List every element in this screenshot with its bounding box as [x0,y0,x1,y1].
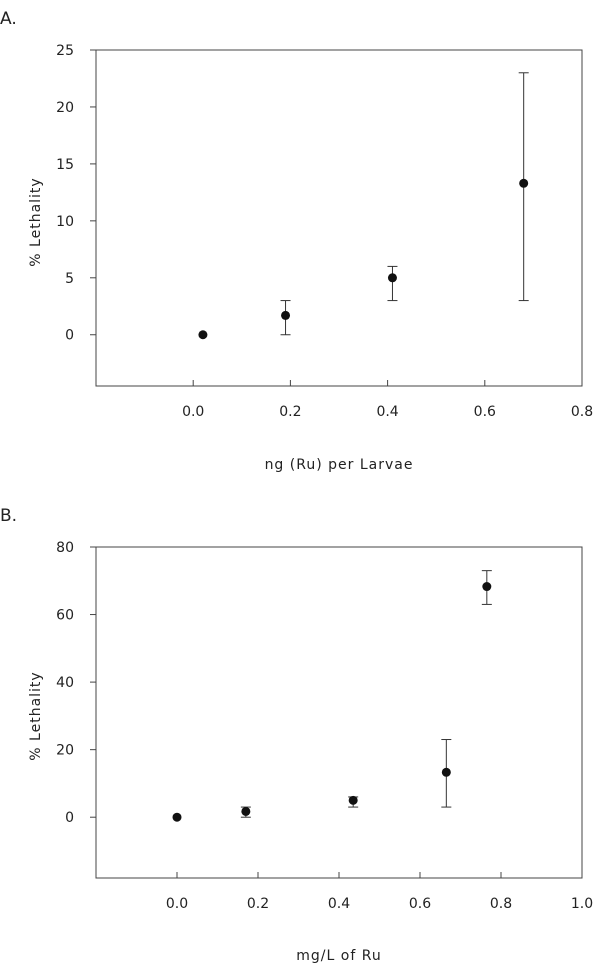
y-axis-title: % Lethality [28,671,44,760]
y-tick-label: 5 [65,271,74,287]
x-tick-label: 0.4 [376,404,398,420]
plot-frame [95,546,583,879]
y-tick-label: 0 [65,810,74,826]
y-tick-label: 40 [56,675,74,691]
data-point [172,812,182,822]
data-point [482,582,492,592]
x-tick-label: 0.8 [571,404,593,420]
x-tick-label: 0.2 [247,896,269,912]
panel-label: A. [0,9,17,29]
data-point [519,178,529,188]
y-axis-title: % Lethality [28,177,44,266]
x-tick-label: 0.0 [166,896,188,912]
y-tick-label: 20 [56,743,74,759]
data-point [441,767,451,777]
x-tick-label: 1.0 [571,896,593,912]
x-tick-label: 0.8 [490,896,512,912]
x-axis-title: ng (Ru) per Larvae [265,457,414,473]
x-tick-label: 0.2 [279,404,301,420]
data-point [281,310,291,320]
y-tick-label: 25 [56,43,74,59]
panel-a: A. ng (Ru) per Larvae % Lethality 0.0 0.2… [0,9,593,473]
y-tick-label: 15 [56,157,74,173]
y-tick-label: 80 [56,540,74,556]
data-point [241,806,251,816]
x-tick-label: 0.6 [474,404,496,420]
data-point [348,795,358,805]
data-point [198,330,208,340]
y-tick-label: 10 [56,214,74,230]
panel-label: B. [0,506,17,526]
plot-frame [95,49,583,387]
y-tick-label: 0 [65,328,74,344]
data-point [387,273,397,283]
x-tick-label: 0.0 [182,404,204,420]
x-axis-title: mg/L of Ru [296,948,381,964]
x-tick-label: 0.4 [328,896,350,912]
y-tick-label: 60 [56,608,74,624]
y-tick-label: 20 [56,100,74,116]
panel-b: B. mg/L of Ru % Lethality 0.0 0.2 0.4 0.6 0.… [0,506,593,964]
x-tick-label: 0.6 [409,896,431,912]
